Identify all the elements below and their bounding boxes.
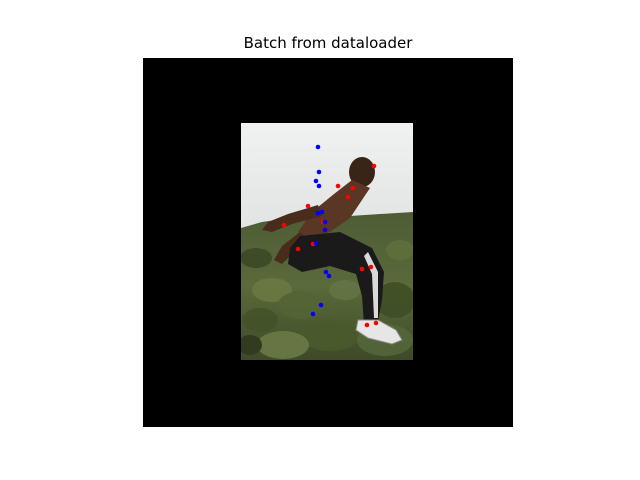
vegetation xyxy=(241,240,413,359)
photo xyxy=(241,123,413,360)
keypoint-blue xyxy=(322,227,328,233)
pants-stripe xyxy=(364,252,378,318)
keypoint-blue xyxy=(319,209,325,215)
arm xyxy=(262,205,322,232)
keypoint-red xyxy=(295,246,301,252)
keypoint-red xyxy=(281,222,287,228)
keypoint-red xyxy=(305,203,311,209)
keypoint-blue xyxy=(313,240,319,246)
keypoints-blue xyxy=(310,144,332,317)
keypoint-blue xyxy=(322,219,328,225)
keypoint-blue xyxy=(323,269,329,275)
torso xyxy=(298,180,370,240)
keypoint-blue xyxy=(315,210,321,216)
keypoint-red xyxy=(371,163,377,169)
pants xyxy=(288,232,384,324)
keypoint-red xyxy=(335,183,341,189)
keypoint-blue xyxy=(315,144,321,150)
keypoint-red xyxy=(368,264,374,270)
keypoint-blue xyxy=(310,311,316,317)
keypoint-red xyxy=(373,320,379,326)
figure-title: Batch from dataloader xyxy=(243,34,413,52)
head xyxy=(349,157,375,187)
keypoint-red xyxy=(345,194,351,200)
keypoint-blue xyxy=(316,183,322,189)
keypoint-blue xyxy=(316,169,322,175)
keypoint-blue xyxy=(313,178,319,184)
keypoint-blue xyxy=(318,302,324,308)
keypoint-red xyxy=(364,322,370,328)
keypoint-red xyxy=(350,185,356,191)
keypoint-red xyxy=(359,266,365,272)
person-figure xyxy=(262,157,403,345)
keypoint-blue xyxy=(326,273,332,279)
